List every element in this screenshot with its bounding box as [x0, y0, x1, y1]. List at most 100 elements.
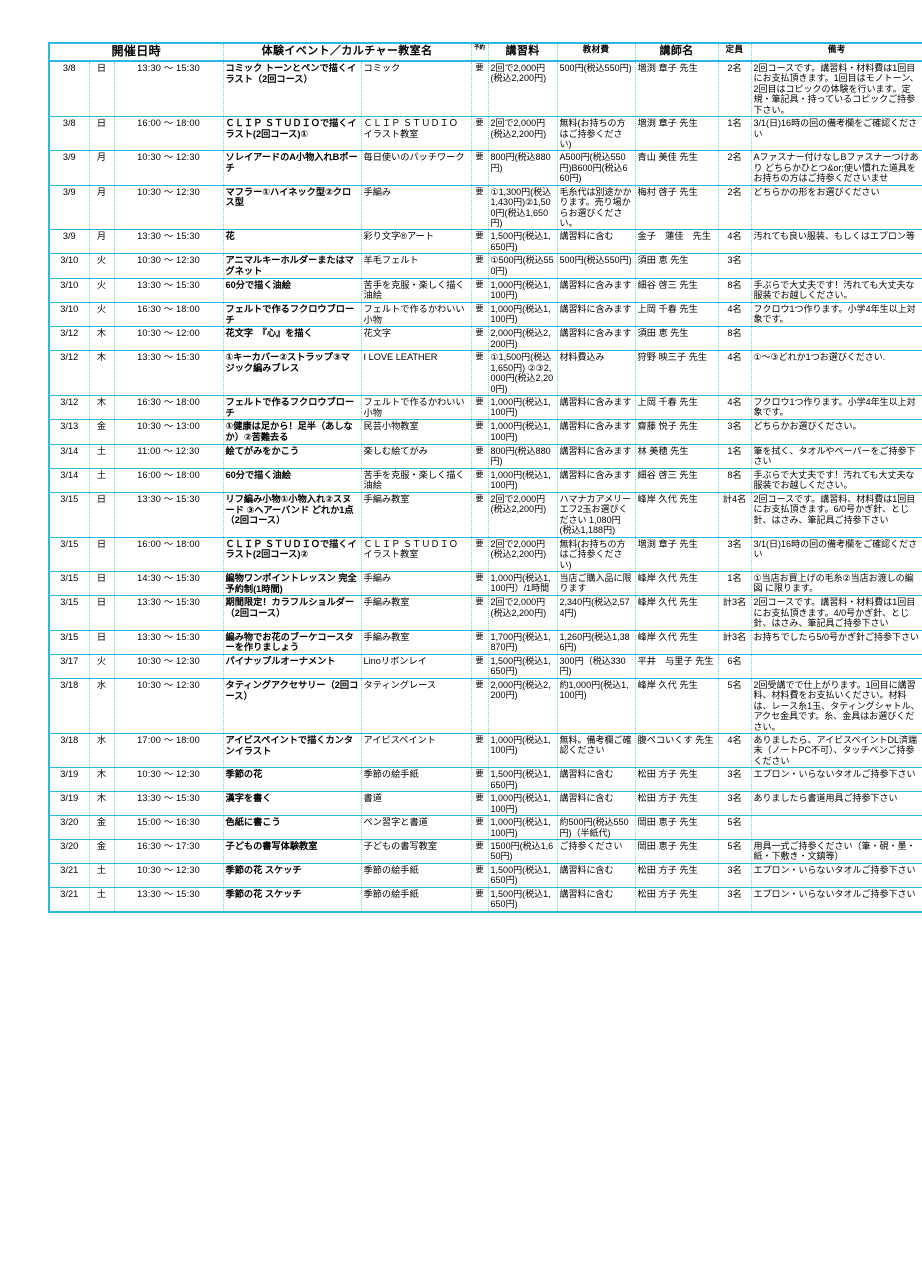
- cell-material-fee: 約1,000円(税込1,100円): [557, 678, 636, 735]
- cell-note: エプロン・いらないタオルご持参下さい: [751, 887, 922, 913]
- cell-event-name: 季節の花 スケッチ: [223, 887, 362, 913]
- header-fee: 講習料: [488, 42, 558, 62]
- cell-class-name: 羊毛フェルト: [361, 253, 472, 279]
- cell-day: 火: [89, 654, 115, 679]
- cell-time: 13:30 ～ 15:30: [114, 492, 224, 538]
- cell-teacher: 松田 方子 先生: [635, 791, 719, 817]
- cell-date: 3/19: [48, 767, 90, 793]
- cell-capacity: 8名: [718, 278, 752, 304]
- cell-event-name: 季節の花 スケッチ: [223, 863, 362, 888]
- cell-date: 3/10: [48, 302, 90, 328]
- cell-class-name: フェルトで作るかわいい小物: [361, 302, 472, 328]
- cell-date: 3/12: [48, 395, 90, 421]
- cell-day: 土: [89, 863, 115, 888]
- cell-class-name: 彩り文字®アート: [361, 229, 472, 255]
- cell-capacity: 5名: [718, 839, 752, 864]
- cell-fee: 2回で2,000円(税込2,200円): [488, 537, 558, 572]
- cell-capacity: 3名: [718, 537, 752, 572]
- cell-capacity: 計3名: [718, 595, 752, 631]
- cell-note: 用具一式ご持参ください（筆・硯・墨・紙・下敷き・文鎮等）: [751, 839, 922, 864]
- cell-day: 木: [89, 395, 115, 421]
- cell-time: 16:30 ～ 17:30: [114, 839, 224, 864]
- cell-capacity: 3名: [718, 863, 752, 888]
- cell-class-name: 苦手を克服・楽しく描く油絵: [361, 278, 472, 304]
- cell-note: 2回受講でで仕上がります。1回目に講習料、材料費をお支払いください。材料は、レー…: [751, 678, 922, 735]
- cell-capacity: 3名: [718, 253, 752, 279]
- cell-reservation: 要: [471, 116, 489, 152]
- cell-teacher: 上岡 千春 先生: [635, 302, 719, 328]
- event-schedule-table: 開催日時 体験イベント／カルチャー教室名 予約 講習料 教材費 講師名 定員 備…: [47, 42, 922, 913]
- cell-time: 10:30 ～ 13:00: [114, 419, 224, 445]
- cell-time: 13:30 ～ 15:30: [114, 229, 224, 255]
- cell-time: 10:30 ～ 12:30: [114, 150, 224, 186]
- cell-date: 3/20: [48, 815, 90, 840]
- cell-class-name: ＣＬＩＰ ＳＴＵＤＩＯ イラスト教室: [361, 537, 472, 572]
- cell-material-fee: ハマナカアメリーエフ2玉お選びください 1,080円(税込1,188円): [557, 492, 636, 538]
- cell-event-name: フェルトで作るフクロウブローチ: [223, 302, 362, 328]
- cell-teacher: 腹ペコいくす 先生: [635, 733, 719, 769]
- header-capacity: 定員: [718, 42, 752, 62]
- table-row: 3/8 日 16:00 ～ 18:00 ＣＬＩＰ ＳＴＵＤＩＯで描くイラスト(2回コー…: [48, 116, 922, 152]
- cell-date: 3/18: [48, 678, 90, 735]
- table-row: 3/18 水 10:30 ～ 12:30 タティングアクセサリー（2回コース） タティン…: [48, 678, 922, 735]
- cell-fee: 1,000円(税込1,100円): [488, 791, 558, 817]
- cell-fee: 1,500円(税込1,650円): [488, 229, 558, 255]
- header-teacher: 講師名: [635, 42, 719, 62]
- cell-time: 10:30 ～ 12:30: [114, 678, 224, 735]
- cell-date: 3/15: [48, 492, 90, 538]
- cell-reservation: 要: [471, 444, 489, 469]
- table-row: 3/15 日 13:30 ～ 15:30 リフ編み小物①小物入れ②スヌード ③ヘアーバ…: [48, 492, 922, 538]
- cell-reservation: 要: [471, 492, 489, 538]
- header-row: 開催日時 体験イベント／カルチャー教室名 予約 講習料 教材費 講師名 定員 備…: [47, 42, 922, 62]
- cell-fee: 1,500円(税込1,650円): [488, 887, 558, 913]
- cell-teacher: 岡田 恵子 先生: [635, 839, 719, 864]
- cell-fee: ①1,300円(税込1,430円)②1,500円(税込1,650円): [488, 185, 558, 231]
- cell-material-fee: 2,340円(税込2,574円): [557, 595, 636, 631]
- cell-note: ありましたら書道用具ご持参下さい: [751, 791, 922, 817]
- cell-fee: 1,000円(税込1,100円): [488, 278, 558, 304]
- cell-day: 水: [89, 678, 115, 735]
- table-row: 3/9 月 10:30 ～ 12:30 ソレイアードのA小物入れBポーチ 毎日使いのパッ…: [48, 150, 922, 186]
- cell-fee: 2,000円(税込2,200円): [488, 678, 558, 735]
- cell-time: 10:30 ～ 12:30: [114, 185, 224, 231]
- cell-reservation: 要: [471, 150, 489, 186]
- cell-day: 金: [89, 419, 115, 445]
- cell-date: 3/9: [48, 229, 90, 255]
- cell-event-name: 花文字 『心』を描く: [223, 326, 362, 352]
- cell-time: 13:30 ～ 15:30: [114, 630, 224, 655]
- cell-material-fee: 当店ご購入品に限ります: [557, 571, 636, 597]
- cell-note: [751, 654, 922, 679]
- cell-class-name: 書道: [361, 791, 472, 817]
- cell-capacity: 4名: [718, 733, 752, 769]
- table-row: 3/19 木 10:30 ～ 12:30 季節の花 季節の絵手紙要 1,500円(税込1,…: [48, 767, 922, 793]
- cell-class-name: コミック: [361, 60, 472, 118]
- cell-note: [751, 253, 922, 279]
- cell-day: 日: [89, 630, 115, 655]
- cell-date: 3/10: [48, 278, 90, 304]
- cell-reservation: 要: [471, 419, 489, 445]
- cell-date: 3/12: [48, 350, 90, 396]
- cell-material-fee: 講習料に含む: [557, 791, 636, 817]
- cell-reservation: 要: [471, 60, 489, 118]
- cell-time: 13:30 ～ 15:30: [114, 350, 224, 396]
- cell-capacity: 5名: [718, 678, 752, 735]
- cell-material-fee: 講習料に含みます: [557, 302, 636, 328]
- cell-fee: 1,500円(税込1,650円): [488, 654, 558, 679]
- cell-material-fee: 講習料に含む: [557, 887, 636, 913]
- cell-reservation: 要: [471, 630, 489, 655]
- cell-date: 3/20: [48, 839, 90, 864]
- cell-event-name: ＣＬＩＰ ＳＴＵＤＩＯで描くイラスト(2回コース)②: [223, 537, 362, 572]
- table-row: 3/12 木 13:30 ～ 15:30 ①キーカバー②ストラップ③マジック編みブレス…: [48, 350, 922, 396]
- cell-reservation: 要: [471, 229, 489, 255]
- table-row: 3/13 金 10:30 ～ 13:00 ①健康は足から！足半（あしなか）②苦難去る民…: [48, 419, 922, 445]
- cell-reservation: 要: [471, 595, 489, 631]
- cell-capacity: 3名: [718, 767, 752, 793]
- cell-material-fee: 講習料に含みます: [557, 326, 636, 352]
- cell-event-name: アイビスペイントで描くカンタンイラスト: [223, 733, 362, 769]
- header-datetime: 開催日時: [47, 42, 224, 62]
- cell-teacher: 峰岸 久代 先生: [635, 595, 719, 631]
- cell-teacher: 平井 与里子 先生: [635, 654, 719, 679]
- cell-note: どちらかお選びください。: [751, 419, 922, 445]
- cell-capacity: 1名: [718, 444, 752, 469]
- cell-note: 2回コースです。講習料、材料費は1回目にお支払頂きます。6/0号かぎ針、とじ針、…: [751, 492, 922, 538]
